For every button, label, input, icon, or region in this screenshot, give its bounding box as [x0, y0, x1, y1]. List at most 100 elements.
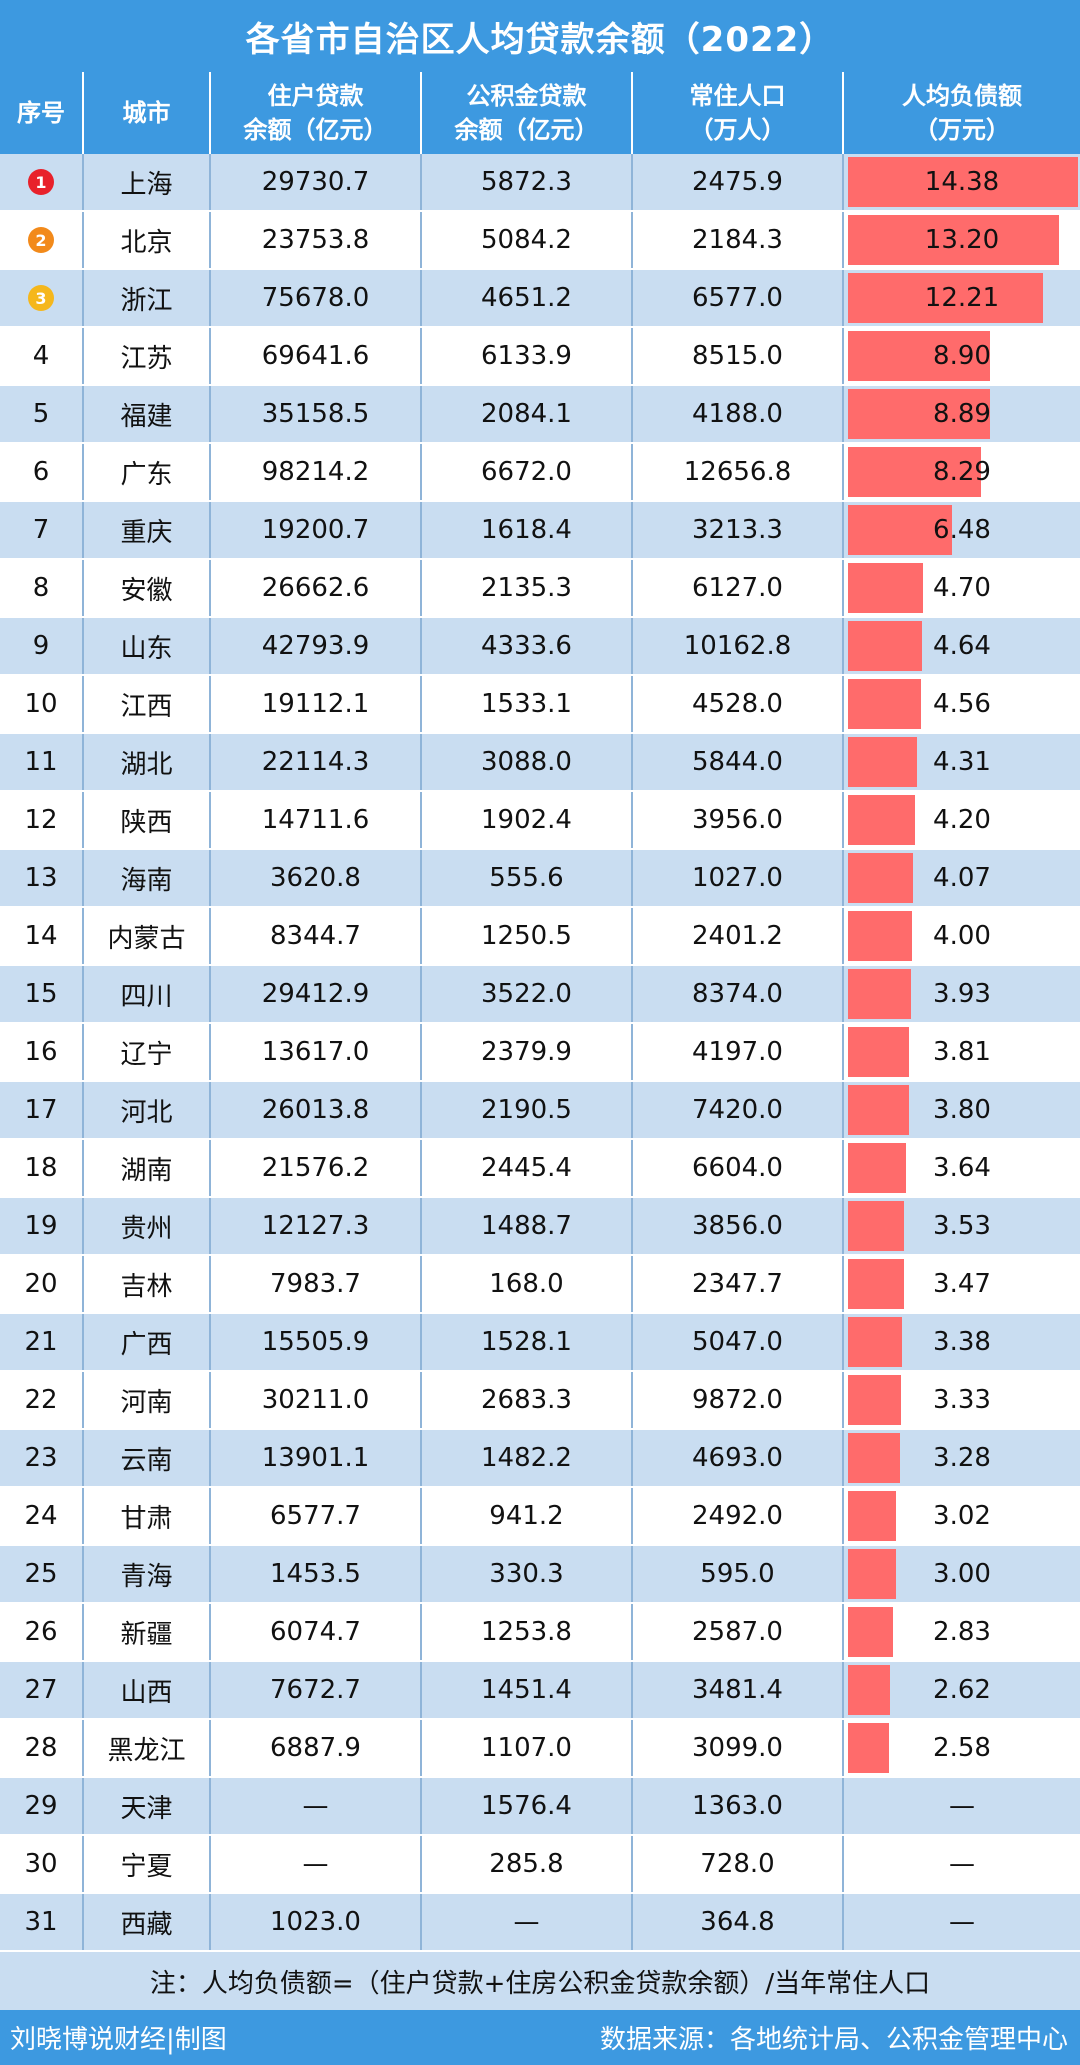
population-cell: 4188.0	[633, 386, 844, 442]
city-cell-text: 天津	[120, 1793, 173, 1824]
footer-source: 数据来源：各地统计局、公积金管理中心	[599, 2025, 1068, 2055]
rank-cell: 14	[0, 908, 84, 964]
population-cell-text: 3099.0	[692, 1733, 783, 1763]
per-capita-cell: 3.81	[844, 1024, 1080, 1080]
household-loan-cell: 29412.9	[211, 966, 422, 1022]
population-cell: 8374.0	[633, 966, 844, 1022]
population-cell-text: 6577.0	[692, 283, 783, 313]
per-capita-cell: 14.38	[844, 154, 1080, 210]
population-cell: 9872.0	[633, 1372, 844, 1428]
city-cell-text: 江苏	[120, 343, 173, 374]
fund-loan-cell: 330.3	[422, 1546, 633, 1602]
rank-cell-text: 13	[24, 863, 58, 893]
household-loan-cell: 19200.7	[211, 502, 422, 558]
header-rank-label: 序号	[17, 99, 65, 127]
household-loan-cell: 13901.1	[211, 1430, 422, 1486]
city-cell-text: 吉林	[120, 1271, 173, 1302]
rank-cell: 11	[0, 734, 84, 790]
rank-cell-text: 8	[32, 573, 50, 603]
population-cell-text: 1363.0	[692, 1791, 783, 1821]
fund-loan-cell: —	[422, 1894, 633, 1950]
fund-loan-cell-text: 3522.0	[481, 979, 572, 1009]
table-row: 12 陕西 14711.6 1902.4 3956.0 4.20	[0, 792, 1080, 850]
table-row: 10 江西 19112.1 1533.1 4528.0 4.56	[0, 676, 1080, 734]
household-loan-cell-text: 26662.6	[261, 573, 370, 603]
per-capita-cell: 3.28	[844, 1430, 1080, 1486]
population-cell-text: 12656.8	[683, 457, 792, 487]
table-row: 25 青海 1453.5 330.3 595.0 3.00	[0, 1546, 1080, 1604]
per-capita-bar	[848, 389, 990, 439]
population-cell-text: 5844.0	[692, 747, 783, 777]
fund-loan-cell-text: 1253.8	[481, 1617, 572, 1647]
city-cell: 江西	[84, 676, 211, 732]
population-cell: 3956.0	[633, 792, 844, 848]
per-capita-value: 14.38	[924, 167, 1000, 197]
table-row: 30 宁夏 — 285.8 728.0 —	[0, 1836, 1080, 1894]
population-cell: 728.0	[633, 1836, 844, 1892]
fund-loan-cell-text: 4333.6	[481, 631, 572, 661]
fund-loan-cell: 6133.9	[422, 328, 633, 384]
per-capita-bar	[848, 1143, 906, 1193]
per-capita-bar	[848, 273, 1043, 323]
per-capita-bar	[848, 1259, 904, 1309]
fund-loan-cell-text: 555.6	[489, 863, 564, 893]
household-loan-cell: 98214.2	[211, 444, 422, 500]
city-cell-text: 浙江	[120, 285, 173, 316]
fund-loan-cell: 2190.5	[422, 1082, 633, 1138]
household-loan-cell-text: 29730.7	[261, 167, 370, 197]
rank-cell-text: 22	[24, 1385, 58, 1415]
header-population: 常住人口 （万人）	[633, 72, 844, 154]
city-cell-text: 山西	[120, 1677, 173, 1708]
household-loan-cell-text: 35158.5	[261, 399, 370, 429]
header-population-line2: （万人）	[689, 116, 786, 144]
per-capita-cell: 3.33	[844, 1372, 1080, 1428]
per-capita-cell: 4.56	[844, 676, 1080, 732]
rank-cell-text: 27	[24, 1675, 58, 1705]
city-cell: 陕西	[84, 792, 211, 848]
table-row: 29 天津 — 1576.4 1363.0 —	[0, 1778, 1080, 1836]
city-cell: 黑龙江	[84, 1720, 211, 1776]
city-cell-text: 甘肃	[120, 1503, 173, 1534]
fund-loan-cell-text: 941.2	[489, 1501, 564, 1531]
household-loan-cell-text: 15505.9	[261, 1327, 370, 1357]
household-loan-cell: 6577.7	[211, 1488, 422, 1544]
rank-cell: 30	[0, 1836, 84, 1892]
household-loan-cell: 21576.2	[211, 1140, 422, 1196]
fund-loan-cell-text: 1533.1	[481, 689, 572, 719]
household-loan-cell: —	[211, 1836, 422, 1892]
per-capita-cell: 2.58	[844, 1720, 1080, 1776]
per-capita-bar	[848, 157, 1078, 207]
fund-loan-cell-text: 2084.1	[481, 399, 572, 429]
table-row: 11 湖北 22114.3 3088.0 5844.0 4.31	[0, 734, 1080, 792]
fund-loan-cell-text: 1576.4	[481, 1791, 572, 1821]
population-cell: 4693.0	[633, 1430, 844, 1486]
household-loan-cell: 35158.5	[211, 386, 422, 442]
rank-cell-text: 18	[24, 1153, 58, 1183]
per-capita-value: 3.00	[933, 1559, 991, 1589]
household-loan-cell: 6074.7	[211, 1604, 422, 1660]
rank-cell-text: 19	[24, 1211, 58, 1241]
table-row: 15 四川 29412.9 3522.0 8374.0 3.93	[0, 966, 1080, 1024]
per-capita-cell: 8.29	[844, 444, 1080, 500]
per-capita-cell: 3.53	[844, 1198, 1080, 1254]
rank-cell: 10	[0, 676, 84, 732]
rank-cell: 4	[0, 328, 84, 384]
fund-loan-cell-text: 1902.4	[481, 805, 572, 835]
population-cell: 5047.0	[633, 1314, 844, 1370]
table-row: 3 浙江 75678.0 4651.2 6577.0 12.21	[0, 270, 1080, 328]
header-population-line1: 常住人口	[689, 82, 786, 110]
per-capita-value: 12.21	[924, 283, 1000, 313]
population-cell-text: 4528.0	[692, 689, 783, 719]
city-cell: 山东	[84, 618, 211, 674]
population-cell: 2587.0	[633, 1604, 844, 1660]
household-loan-cell-text: 13901.1	[261, 1443, 370, 1473]
per-capita-value: 3.02	[933, 1501, 991, 1531]
population-cell-text: 2475.9	[692, 167, 783, 197]
city-cell: 甘肃	[84, 1488, 211, 1544]
header-city-label: 城市	[122, 99, 171, 127]
rank-cell: 9	[0, 618, 84, 674]
rank-cell-text: 14	[24, 921, 58, 951]
footer-author: 刘晓博说财经|制图	[10, 2025, 227, 2055]
rank-medal-icon: 3	[28, 285, 54, 311]
population-cell: 2347.7	[633, 1256, 844, 1312]
